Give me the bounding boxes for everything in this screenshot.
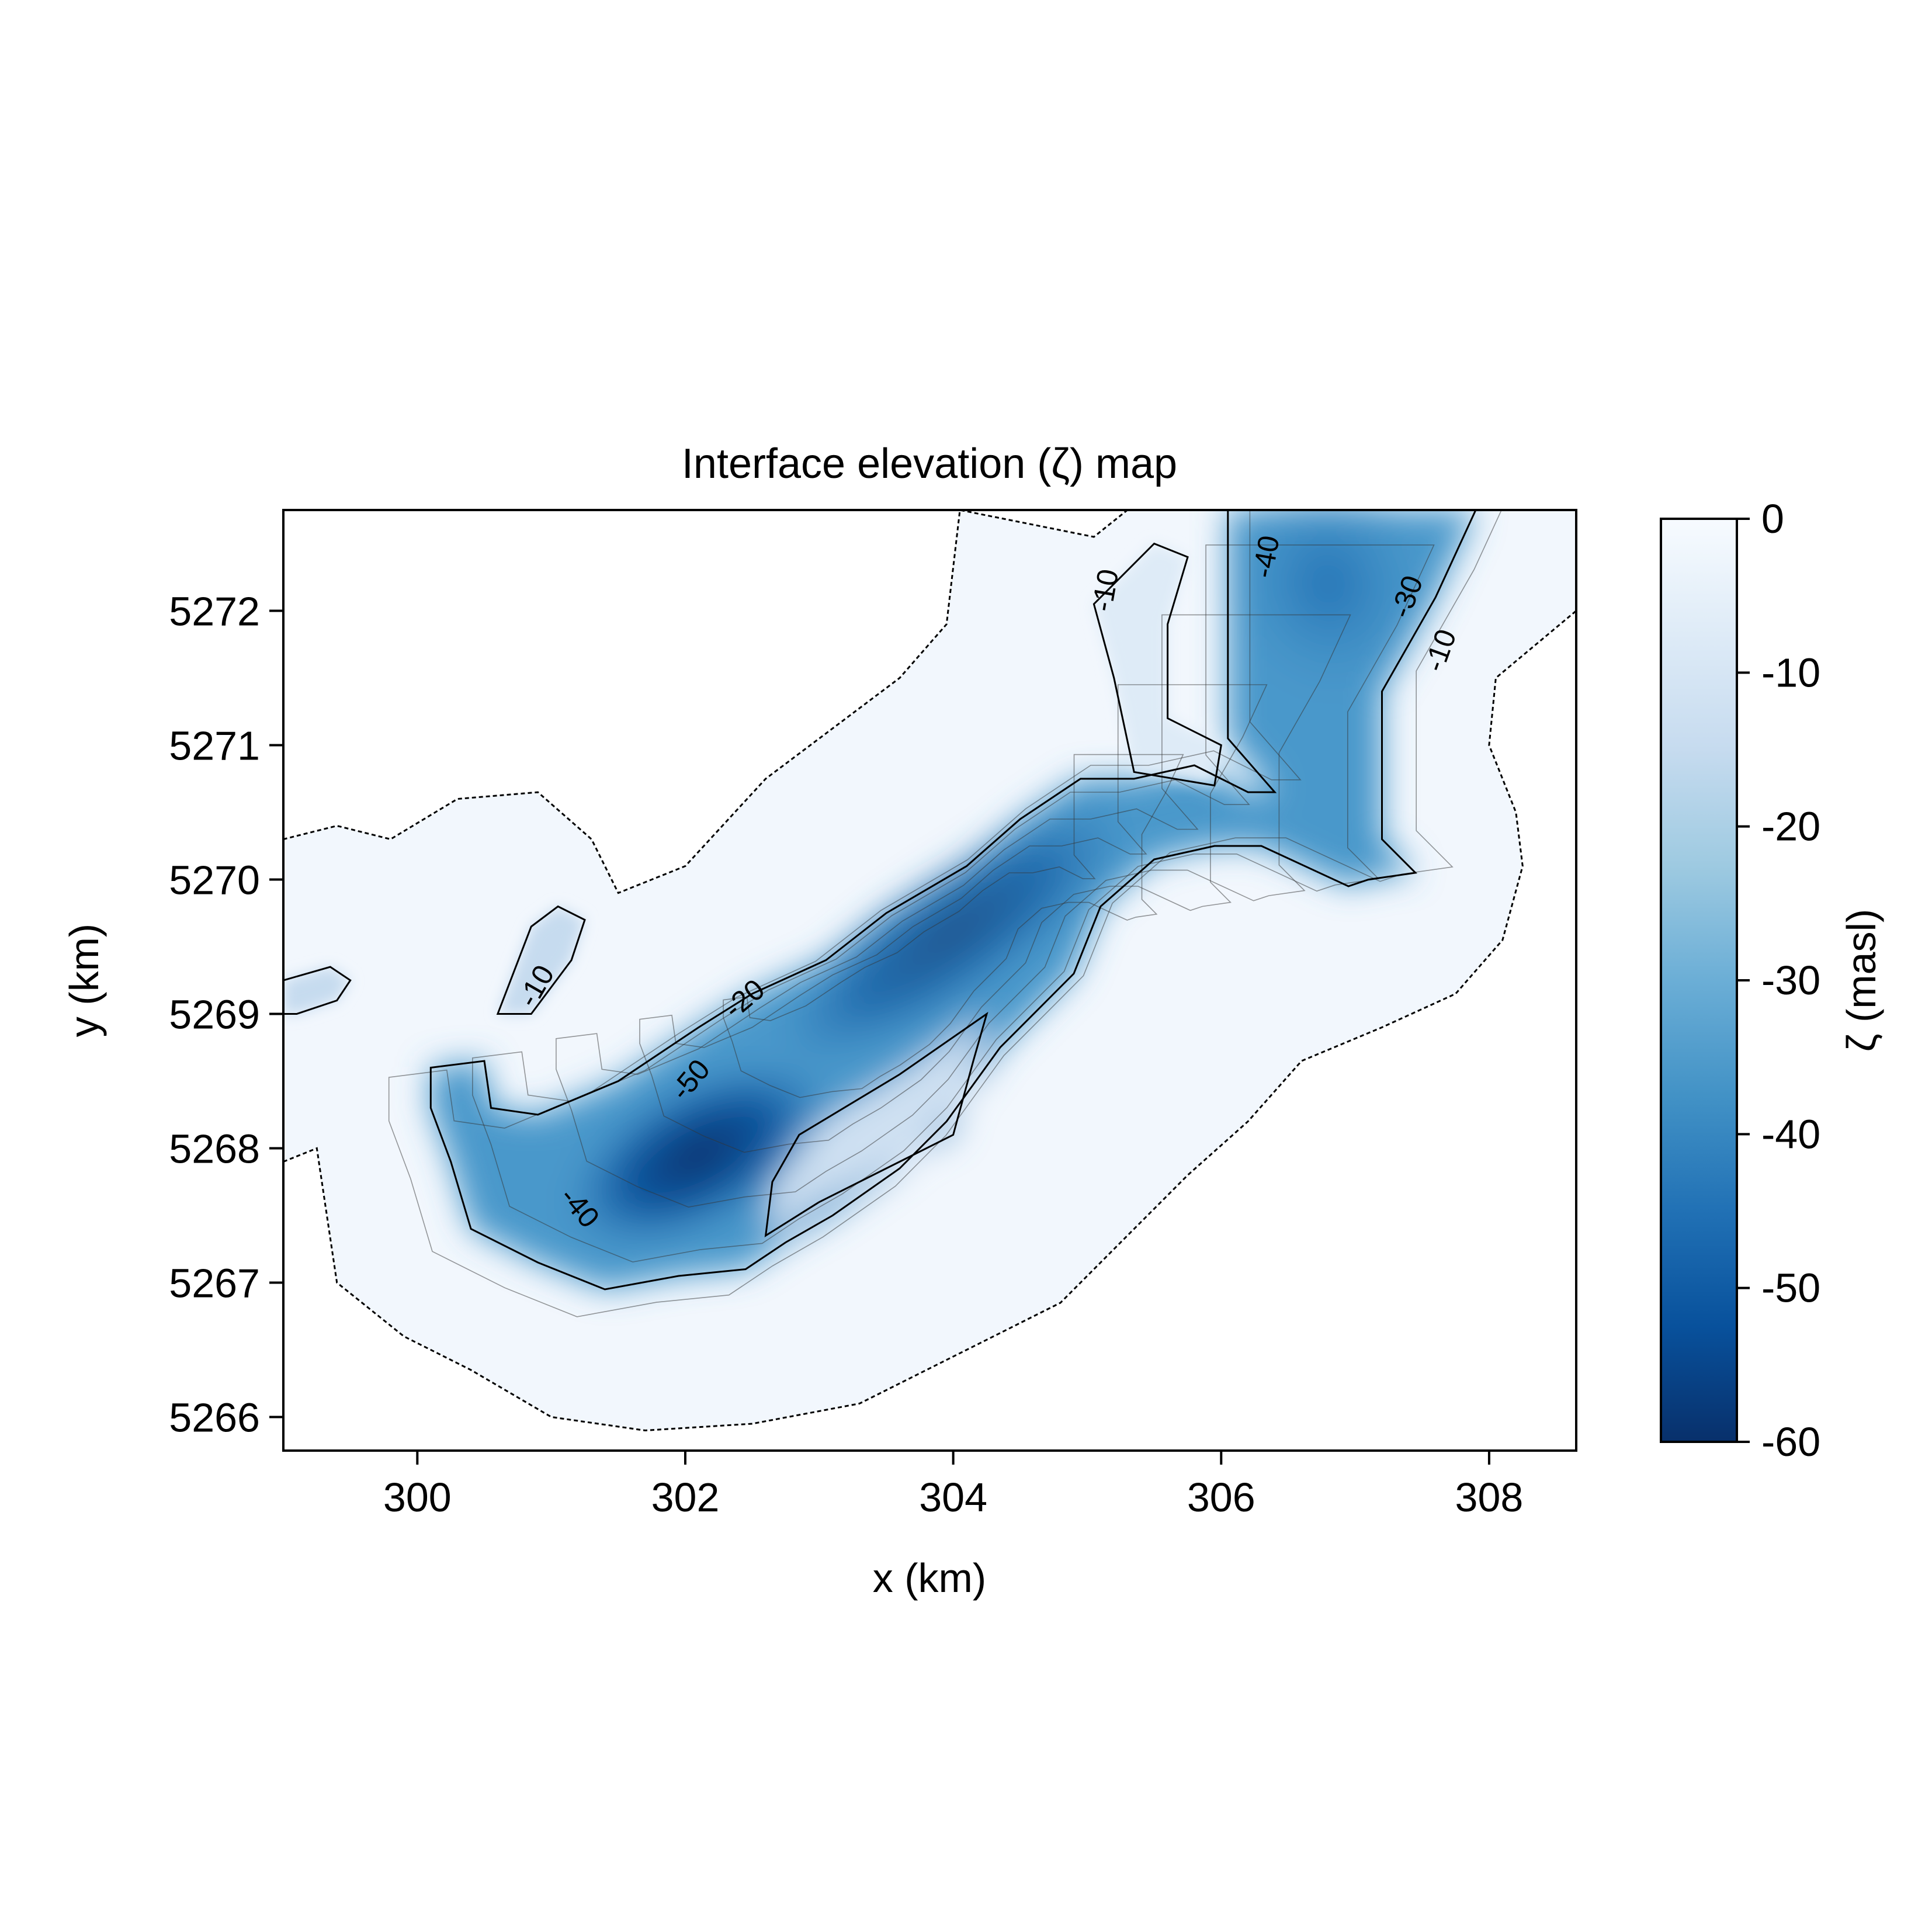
contour-line-20 xyxy=(472,544,1435,1262)
y-axis-label: y (km) xyxy=(61,924,107,1037)
contour-label: -40 xyxy=(1246,533,1286,580)
channel-outline xyxy=(1092,542,1222,787)
x-tick-label: 302 xyxy=(651,1475,720,1520)
west-lens-fill xyxy=(497,906,585,1014)
colorbar-tick-label: -40 xyxy=(1761,1111,1820,1157)
colorbar-tick-label: -30 xyxy=(1761,958,1820,1003)
colorbar-tick-label: -50 xyxy=(1761,1265,1820,1311)
contour-labels: -10-40-30-10-10 -20-50-40 xyxy=(511,533,1463,1234)
west-lens-outline xyxy=(496,905,586,1015)
x-axis-label: x (km) xyxy=(873,1555,986,1601)
plot-area: -10-40-30-10-10 -20-50-40 xyxy=(283,510,1576,1451)
colorbar-tick-label: -10 xyxy=(1761,650,1820,695)
colorbar-gradient xyxy=(1661,519,1737,1442)
deep-core xyxy=(564,1060,834,1250)
y-tick-label: 5267 xyxy=(169,1261,260,1306)
edge-lens-fill xyxy=(283,967,351,1014)
y-tick-label: 5270 xyxy=(169,858,260,903)
y-tick-label: 5268 xyxy=(169,1126,260,1172)
x-tick-label: 304 xyxy=(919,1475,987,1520)
lens-shading xyxy=(283,543,1222,1014)
contour-line-30 xyxy=(556,614,1351,1208)
colorbar-label: ζ (masl) xyxy=(1839,909,1884,1052)
colorbar-tick-label: -60 xyxy=(1761,1419,1820,1465)
mid-core xyxy=(773,798,1133,1069)
y-axis-ticks: 5266 5267 5268 5269 5270 5271 5272 xyxy=(169,589,283,1441)
basin-outline xyxy=(429,510,1477,1291)
colorbar-ticks: 0 -10 -20 -30 -40 -50 -60 xyxy=(1737,496,1820,1465)
contour-line-50 xyxy=(723,754,1184,1098)
x-tick-label: 306 xyxy=(1187,1475,1255,1520)
x-tick-label: 308 xyxy=(1455,1475,1524,1520)
contour-lines xyxy=(388,510,1502,1317)
y-tick-label: 5272 xyxy=(169,589,260,634)
y-tick-label: 5266 xyxy=(169,1395,260,1441)
x-tick-label: 300 xyxy=(383,1475,452,1520)
y-tick-label: 5269 xyxy=(169,992,260,1038)
colorbar: 0 -10 -20 -30 -40 -50 -60 ζ (masl) xyxy=(1660,496,1884,1465)
contour-label: -10 xyxy=(1085,567,1125,614)
chart-title: Interface elevation (ζ) map xyxy=(682,440,1177,487)
colorbar-tick-label: 0 xyxy=(1761,496,1784,542)
channel-fill xyxy=(1094,543,1222,786)
plot-frame xyxy=(282,509,1577,1452)
contour-line-10 xyxy=(388,510,1502,1317)
basin-shading xyxy=(431,510,1476,1289)
x-axis-ticks: 300 302 304 306 308 xyxy=(383,1451,1523,1520)
y-tick-label: 5271 xyxy=(169,723,260,769)
contour-line-40 xyxy=(639,684,1268,1153)
edge-lens-outline xyxy=(283,966,352,1015)
colorbar-tick-label: -20 xyxy=(1761,804,1820,849)
north-core xyxy=(1220,510,1436,705)
buffer-outline xyxy=(283,510,1576,1432)
